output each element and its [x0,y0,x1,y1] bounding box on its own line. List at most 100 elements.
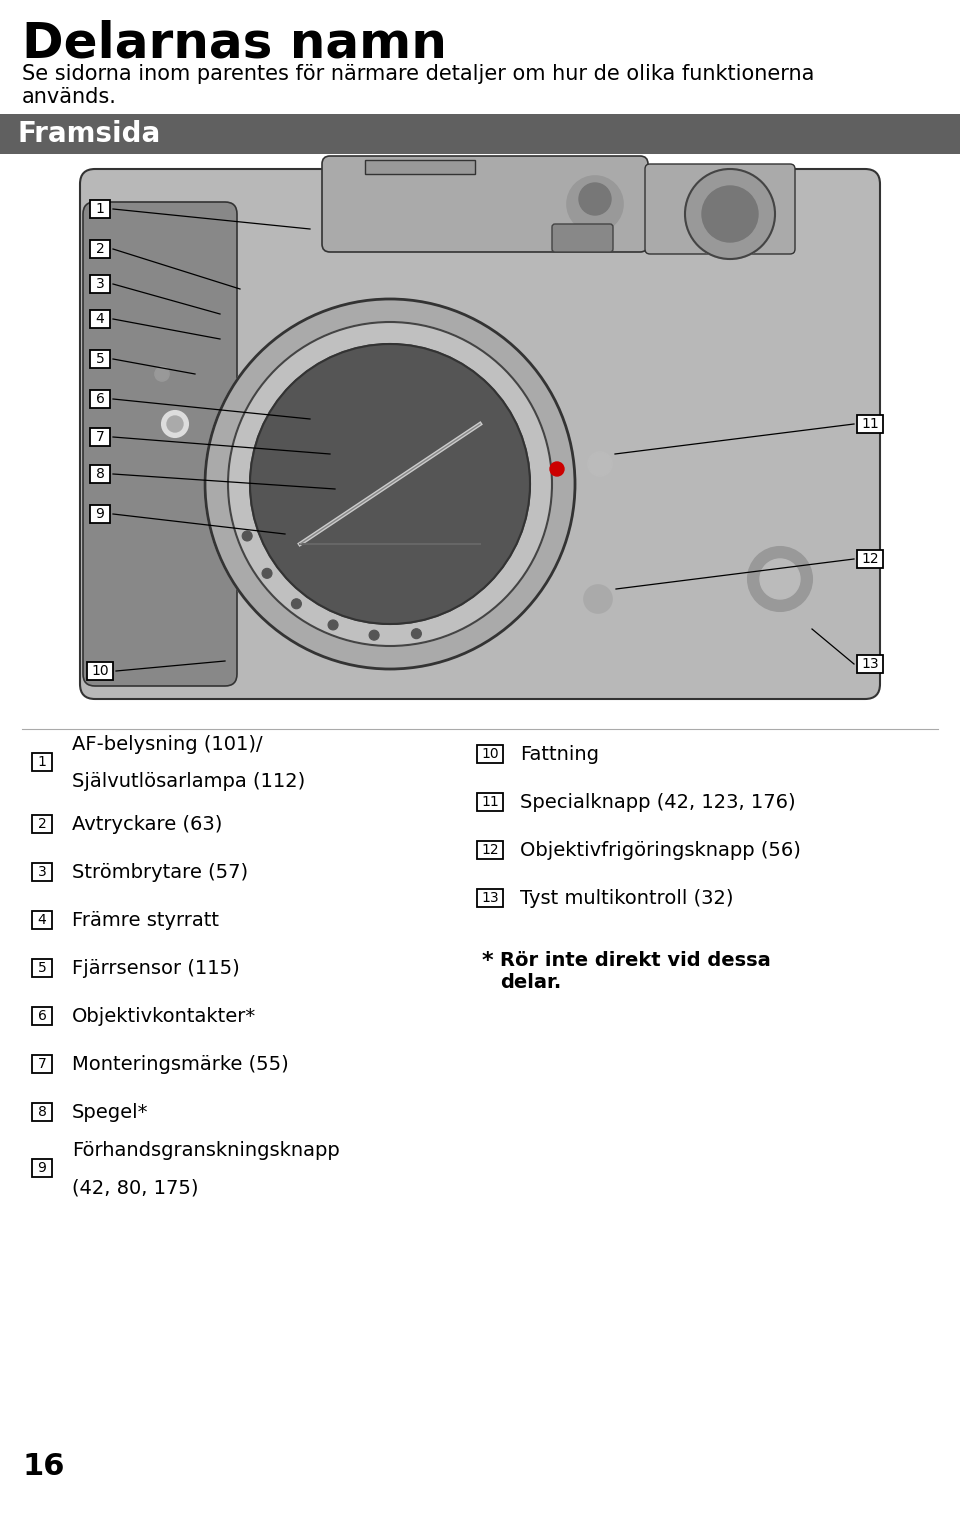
Text: *: * [482,951,493,971]
Text: Se sidorna inom parentes för närmare detaljer om hur de olika funktionerna: Se sidorna inom parentes för närmare det… [22,64,814,84]
Circle shape [588,453,612,475]
Text: 10: 10 [481,747,499,761]
Text: 6: 6 [96,392,105,406]
FancyBboxPatch shape [32,1007,52,1025]
Text: 8: 8 [96,466,105,482]
Text: Specialknapp (42, 123, 176): Specialknapp (42, 123, 176) [520,793,796,811]
Text: 13: 13 [861,658,878,671]
Bar [0,114,960,153]
Text: Främre styrratt: Främre styrratt [72,910,219,930]
Circle shape [250,343,530,624]
Text: 9: 9 [96,507,105,521]
Circle shape [584,585,612,614]
Text: 16: 16 [22,1452,64,1481]
Circle shape [579,182,611,216]
Circle shape [550,462,564,475]
Text: används.: används. [22,87,117,106]
Text: 5: 5 [96,352,105,366]
Text: Spegel*: Spegel* [72,1103,149,1121]
Text: 6: 6 [37,1009,46,1022]
Circle shape [685,169,775,260]
Text: Objektivfrigöringsknapp (56): Objektivfrigöringsknapp (56) [520,840,801,860]
Text: 7: 7 [37,1057,46,1071]
Text: Självutlösarlampa (112): Självutlösarlampa (112) [72,772,305,791]
Circle shape [328,620,338,630]
Text: 3: 3 [96,276,105,292]
Text: Framsida: Framsida [18,120,161,147]
Text: AF-belysning (101)/: AF-belysning (101)/ [72,735,263,753]
FancyBboxPatch shape [477,842,503,860]
FancyBboxPatch shape [477,793,503,811]
Text: 1: 1 [37,755,46,769]
Text: Monteringsmärke (55): Monteringsmärke (55) [72,1054,289,1074]
Text: 2: 2 [96,242,105,257]
FancyBboxPatch shape [32,1103,52,1121]
Text: Avtryckare (63): Avtryckare (63) [72,814,223,834]
FancyBboxPatch shape [857,415,883,433]
FancyBboxPatch shape [90,240,110,258]
Text: Fjärrsensor (115): Fjärrsensor (115) [72,958,240,978]
Circle shape [292,598,301,609]
Text: Förhandsgranskningsknapp: Förhandsgranskningsknapp [72,1141,340,1161]
Text: 12: 12 [481,843,499,857]
Text: 4: 4 [96,311,105,327]
Circle shape [748,547,812,611]
Circle shape [262,568,272,579]
FancyBboxPatch shape [90,504,110,523]
FancyBboxPatch shape [90,201,110,219]
Circle shape [567,176,623,232]
Text: 10: 10 [91,664,108,677]
FancyBboxPatch shape [32,958,52,977]
FancyBboxPatch shape [90,428,110,447]
FancyBboxPatch shape [32,1159,52,1177]
Text: 2: 2 [37,817,46,831]
FancyBboxPatch shape [90,349,110,368]
Bar [365,159,475,175]
Text: Rör inte direkt vid dessa: Rör inte direkt vid dessa [500,951,771,971]
Text: 9: 9 [37,1161,46,1176]
Text: 7: 7 [96,430,105,444]
FancyBboxPatch shape [90,465,110,483]
FancyBboxPatch shape [32,863,52,881]
Circle shape [760,559,800,598]
Text: delar.: delar. [500,974,562,992]
FancyBboxPatch shape [857,550,883,568]
FancyBboxPatch shape [90,310,110,328]
FancyBboxPatch shape [32,816,52,832]
Text: Delarnas namn: Delarnas namn [22,20,446,67]
Text: Fattning: Fattning [520,744,599,764]
FancyBboxPatch shape [87,662,113,681]
Circle shape [412,629,421,638]
Circle shape [205,299,575,668]
Circle shape [369,630,379,639]
FancyBboxPatch shape [857,655,883,673]
FancyBboxPatch shape [477,744,503,763]
FancyBboxPatch shape [80,169,880,699]
FancyBboxPatch shape [552,223,613,252]
FancyBboxPatch shape [32,911,52,930]
Text: Objektivkontakter*: Objektivkontakter* [72,1007,256,1025]
Text: 11: 11 [861,418,878,431]
FancyBboxPatch shape [477,889,503,907]
Text: Tyst multikontroll (32): Tyst multikontroll (32) [520,889,733,907]
Circle shape [228,322,552,646]
Text: (42, 80, 175): (42, 80, 175) [72,1179,199,1197]
FancyBboxPatch shape [322,156,648,252]
FancyBboxPatch shape [90,390,110,409]
Text: 3: 3 [37,864,46,880]
Text: 1: 1 [96,202,105,216]
Circle shape [242,532,252,541]
Text: 4: 4 [37,913,46,927]
Text: 12: 12 [861,551,878,567]
FancyBboxPatch shape [645,164,795,254]
Text: 5: 5 [37,962,46,975]
Text: 11: 11 [481,794,499,810]
Circle shape [155,368,169,381]
Text: Strömbrytare (57): Strömbrytare (57) [72,863,248,881]
FancyBboxPatch shape [90,275,110,293]
FancyBboxPatch shape [32,753,52,772]
Circle shape [702,185,758,242]
FancyBboxPatch shape [83,202,237,687]
Text: 8: 8 [37,1104,46,1120]
Circle shape [167,416,183,431]
